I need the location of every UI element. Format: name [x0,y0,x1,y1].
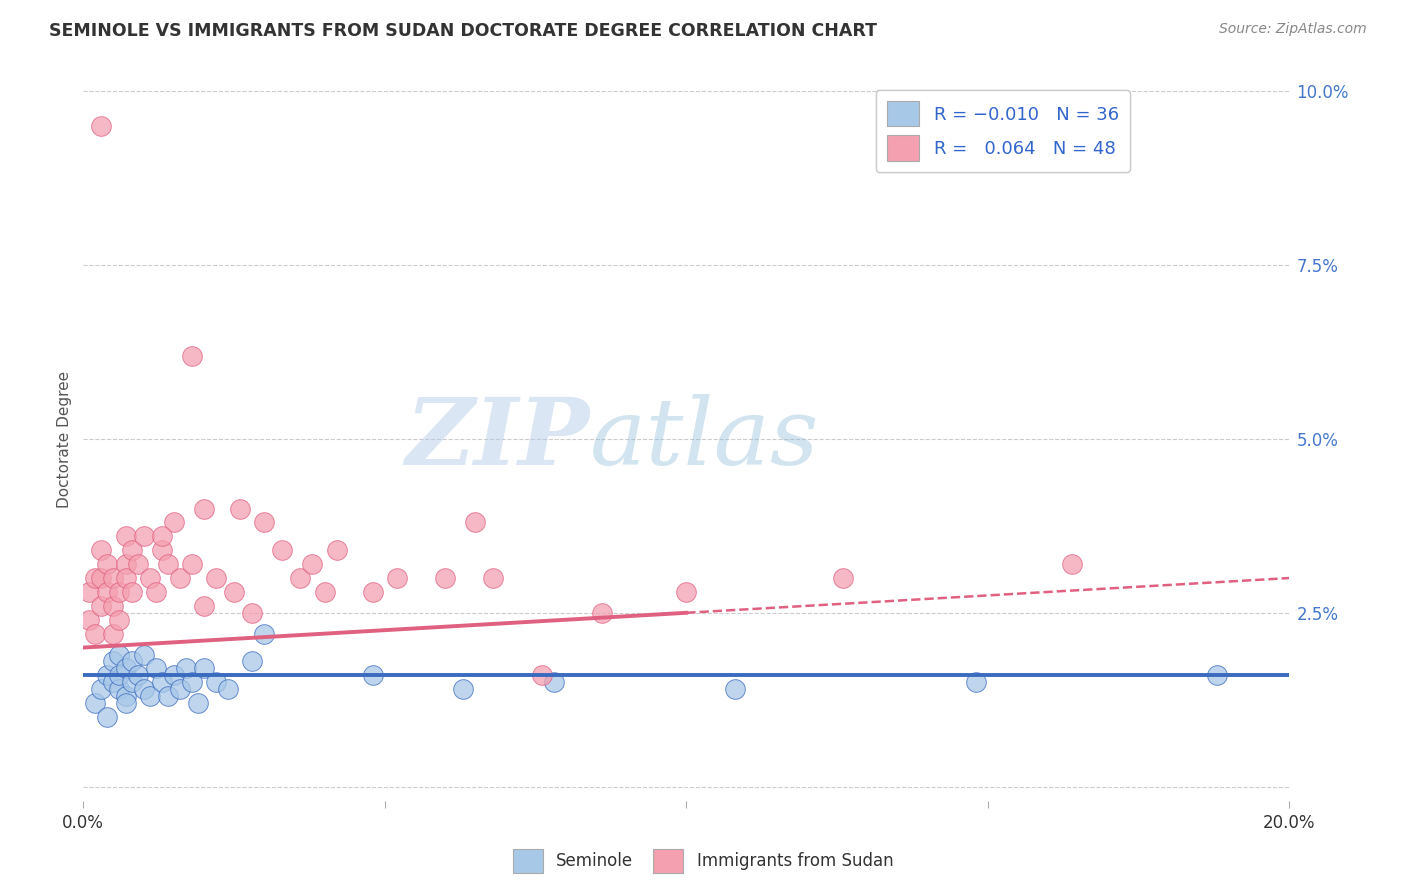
Point [79,585,101,599]
Legend: Seminole, Immigrants from Sudan: Seminole, Immigrants from Sudan [506,842,900,880]
Text: Source: ZipAtlas.com: Source: ZipAtlas.com [1219,22,1367,37]
Point [108,613,131,627]
Point [451,682,474,697]
Point [325,543,347,558]
Point [114,690,136,704]
Point [543,675,565,690]
Point [132,648,155,662]
Point [180,557,202,571]
Point [121,675,143,690]
Point [156,690,179,704]
Point [253,516,276,530]
Point [314,585,336,599]
Text: ZIP: ZIP [405,394,591,484]
Point [145,585,167,599]
Point [84,696,107,710]
Point [530,668,553,682]
Point [361,668,384,682]
Point [90,571,112,585]
Point [96,710,118,724]
Point [150,675,173,690]
Point [90,599,112,613]
Point [90,119,112,133]
Point [121,543,143,558]
Point [174,661,197,675]
Legend: R = −0.010   N = 36, R =   0.064   N = 48: R = −0.010 N = 36, R = 0.064 N = 48 [876,90,1129,172]
Point [103,571,125,585]
Point [301,557,323,571]
Point [132,682,155,697]
Point [229,501,252,516]
Point [1062,557,1084,571]
Point [150,543,173,558]
Point [103,626,125,640]
Point [205,675,228,690]
Point [240,655,263,669]
Point [163,668,186,682]
Point [103,655,125,669]
Point [193,661,215,675]
Point [290,571,312,585]
Point [145,661,167,675]
Point [361,585,384,599]
Point [84,626,107,640]
Point [108,682,131,697]
Point [127,668,149,682]
Point [187,696,209,710]
Point [482,571,505,585]
Point [114,529,136,543]
Point [169,682,191,697]
Point [222,585,245,599]
Point [205,571,228,585]
Point [108,668,131,682]
Point [90,682,112,697]
Point [121,655,143,669]
Point [84,571,107,585]
Point [108,585,131,599]
Point [675,585,697,599]
Point [723,682,745,697]
Point [591,606,613,620]
Point [96,668,118,682]
Point [103,599,125,613]
Point [132,529,155,543]
Point [217,682,239,697]
Point [138,690,160,704]
Text: atlas: atlas [591,394,820,484]
Point [253,626,276,640]
Point [127,557,149,571]
Point [385,571,408,585]
Point [114,571,136,585]
Point [240,606,263,620]
Point [114,557,136,571]
Point [138,571,160,585]
Point [156,557,179,571]
Point [114,696,136,710]
Point [1206,668,1229,682]
Point [96,557,118,571]
Point [114,661,136,675]
Point [121,585,143,599]
Point [96,585,118,599]
Point [108,648,131,662]
Point [193,599,215,613]
Text: SEMINOLE VS IMMIGRANTS FROM SUDAN DOCTORATE DEGREE CORRELATION CHART: SEMINOLE VS IMMIGRANTS FROM SUDAN DOCTOR… [49,22,877,40]
Point [169,571,191,585]
Point [150,529,173,543]
Point [103,675,125,690]
Point [180,675,202,690]
Point [193,501,215,516]
Y-axis label: Doctorate Degree: Doctorate Degree [58,370,72,508]
Point [464,516,486,530]
Point [90,543,112,558]
Point [180,349,202,363]
Point [832,571,855,585]
Point [434,571,457,585]
Point [79,613,101,627]
Point [271,543,294,558]
Point [163,516,186,530]
Point [965,675,987,690]
